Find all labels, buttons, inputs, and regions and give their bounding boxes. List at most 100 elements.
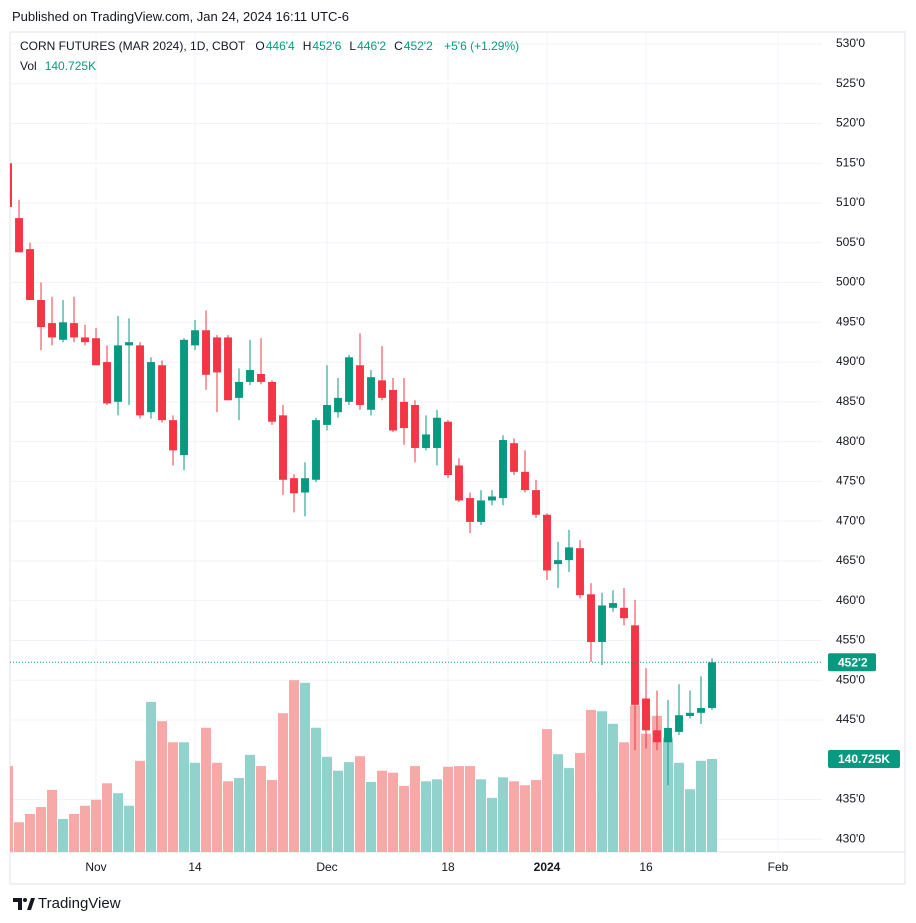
candle-body	[466, 498, 474, 522]
candle-body	[510, 443, 518, 472]
candle-body	[642, 698, 650, 731]
brand: TradingView	[38, 895, 121, 912]
candle-body	[224, 337, 232, 401]
candle-body	[433, 417, 441, 448]
candle-body	[59, 322, 67, 340]
candle-body	[543, 514, 551, 571]
volume-bar	[201, 727, 212, 852]
candle-body	[268, 381, 276, 422]
candle-body	[312, 420, 320, 480]
candle-body	[455, 465, 463, 501]
volume-bar	[542, 729, 553, 852]
y-tick-label: 505'0	[836, 235, 865, 249]
volume-bar	[410, 766, 421, 852]
volume-bar	[608, 723, 619, 852]
x-tick-label: 14	[188, 860, 202, 874]
volume-bar	[278, 713, 289, 852]
volume-bar	[476, 779, 487, 852]
candle-body	[477, 500, 485, 522]
last-price-box	[828, 653, 876, 672]
ohlc-key: O	[255, 39, 265, 53]
volume-bar	[663, 737, 674, 852]
candle-body	[323, 405, 331, 425]
volume-legend: Vol 140.725K	[20, 59, 96, 73]
y-tick-label: 490'0	[836, 354, 865, 368]
volume-bar	[333, 770, 344, 852]
volume-bar	[267, 779, 278, 852]
volume-bar	[234, 777, 245, 852]
candle-body	[279, 415, 287, 480]
volume-bar	[597, 711, 608, 852]
candle-body	[664, 727, 672, 743]
volume-bar	[344, 762, 355, 852]
volume-bar	[641, 733, 652, 852]
y-tick-label: 520'0	[836, 116, 865, 130]
volume-bar	[157, 721, 168, 852]
published-note: Published on TradingView.com, Jan 24, 20…	[12, 9, 350, 24]
candle-body	[631, 625, 639, 705]
last-price-label: 452'2	[838, 655, 868, 669]
candle-body	[521, 471, 529, 491]
candle-body	[356, 365, 364, 406]
volume-bar	[179, 742, 190, 852]
volume-bar	[509, 781, 520, 852]
y-tick-label: 460'0	[836, 593, 865, 607]
volume-bar	[696, 760, 707, 852]
candle-body	[48, 323, 56, 338]
x-tick-label: 2024	[534, 860, 561, 874]
volume-bar	[465, 766, 476, 852]
change-label: +5'6 (+1.29%)	[444, 39, 520, 53]
volume-bar	[135, 760, 146, 852]
candle-body	[136, 345, 144, 416]
candle-body	[301, 478, 309, 493]
candle-body	[70, 323, 78, 338]
volume-bar	[685, 789, 696, 852]
y-tick-label: 470'0	[836, 513, 865, 527]
candle-body	[15, 218, 23, 253]
y-tick-label: 495'0	[836, 314, 865, 328]
candle-body	[180, 339, 188, 456]
y-tick-label: 475'0	[836, 474, 865, 488]
volume-bar	[80, 805, 91, 852]
x-tick-label: Dec	[316, 860, 337, 874]
volume-bar	[531, 779, 542, 852]
volume-bar	[366, 781, 377, 852]
ohlc-values: O446'4 H452'6 L446'2 C452'2	[255, 39, 440, 53]
volume-value: 140.725K	[44, 59, 97, 73]
candle-body	[345, 357, 353, 402]
axes: 530'0 525'0 520'0 515'0 510'0 505'0 500'0 495'0…	[85, 36, 900, 874]
volume-bar	[190, 762, 201, 852]
ohlc-value: 452'2	[403, 39, 433, 53]
candle-body	[37, 300, 45, 328]
volume-bar	[36, 807, 47, 852]
candle-body	[554, 560, 562, 565]
volume-bar	[25, 814, 36, 852]
volume-bar	[223, 781, 234, 852]
y-tick-label: 510'0	[836, 195, 865, 209]
candle-body	[378, 380, 386, 398]
volume-bar	[91, 799, 102, 852]
y-tick-label: 465'0	[836, 553, 865, 567]
ohlc-key: C	[394, 39, 403, 53]
ohlc-key: H	[302, 39, 312, 53]
volume-bar	[14, 822, 25, 852]
candle-body	[81, 337, 89, 343]
candle-body	[103, 362, 111, 404]
x-tick-label: 16	[639, 860, 653, 874]
candle-body	[257, 373, 265, 382]
x-tick-label: Nov	[85, 860, 106, 874]
volume-bar	[520, 785, 531, 852]
candle-body	[488, 496, 496, 501]
ohlc-value: 446'4	[265, 39, 295, 53]
ohlc-key: L	[349, 39, 357, 53]
y-tick-label: 515'0	[836, 155, 865, 169]
legend: CORN FUTURES (MAR 2024), 1D, CBOT O446'4…	[20, 39, 527, 53]
volume-bar	[564, 768, 575, 852]
last-volume-box	[828, 749, 900, 768]
volume-bar	[619, 742, 630, 852]
volume-bar	[498, 777, 509, 852]
x-tick-label: Feb	[768, 860, 789, 874]
volume-bar	[421, 781, 432, 852]
candle-body	[697, 708, 705, 713]
volume-bar	[124, 805, 135, 852]
